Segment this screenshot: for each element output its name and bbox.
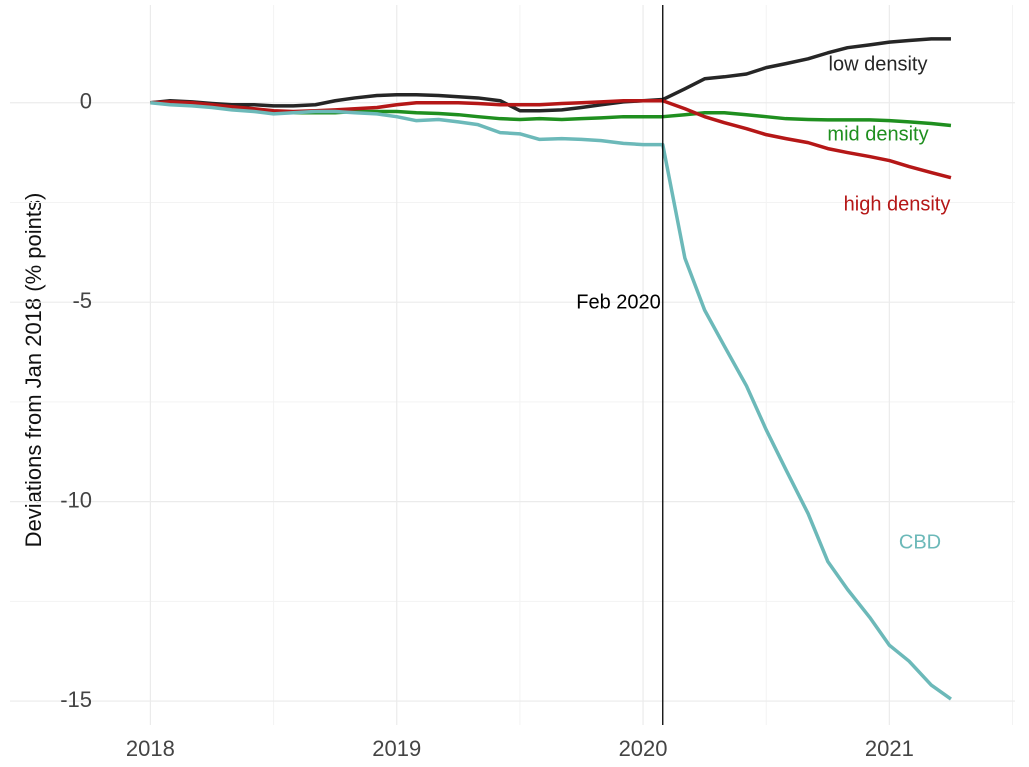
y-tick-label: -15 — [60, 687, 92, 712]
y-tick-label: 0 — [80, 89, 92, 114]
series-line — [150, 100, 952, 701]
series-label: low density — [829, 53, 928, 75]
y-axis-title: Deviations from Jan 2018 (% points) — [21, 193, 46, 548]
x-tick-label: 2018 — [126, 736, 175, 761]
x-tick-label: 2019 — [372, 736, 421, 761]
series-line — [150, 98, 952, 180]
y-tick-label: -10 — [60, 487, 92, 512]
y-tick-label: -5 — [72, 288, 92, 313]
series-label: high density — [844, 193, 951, 215]
series-line — [150, 37, 951, 113]
series-label: mid density — [827, 123, 928, 145]
reference-label: Feb 2020 — [576, 291, 661, 313]
x-tick-label: 2020 — [619, 736, 668, 761]
series-label: CBD — [899, 531, 941, 553]
x-tick-label: 2021 — [865, 736, 914, 761]
